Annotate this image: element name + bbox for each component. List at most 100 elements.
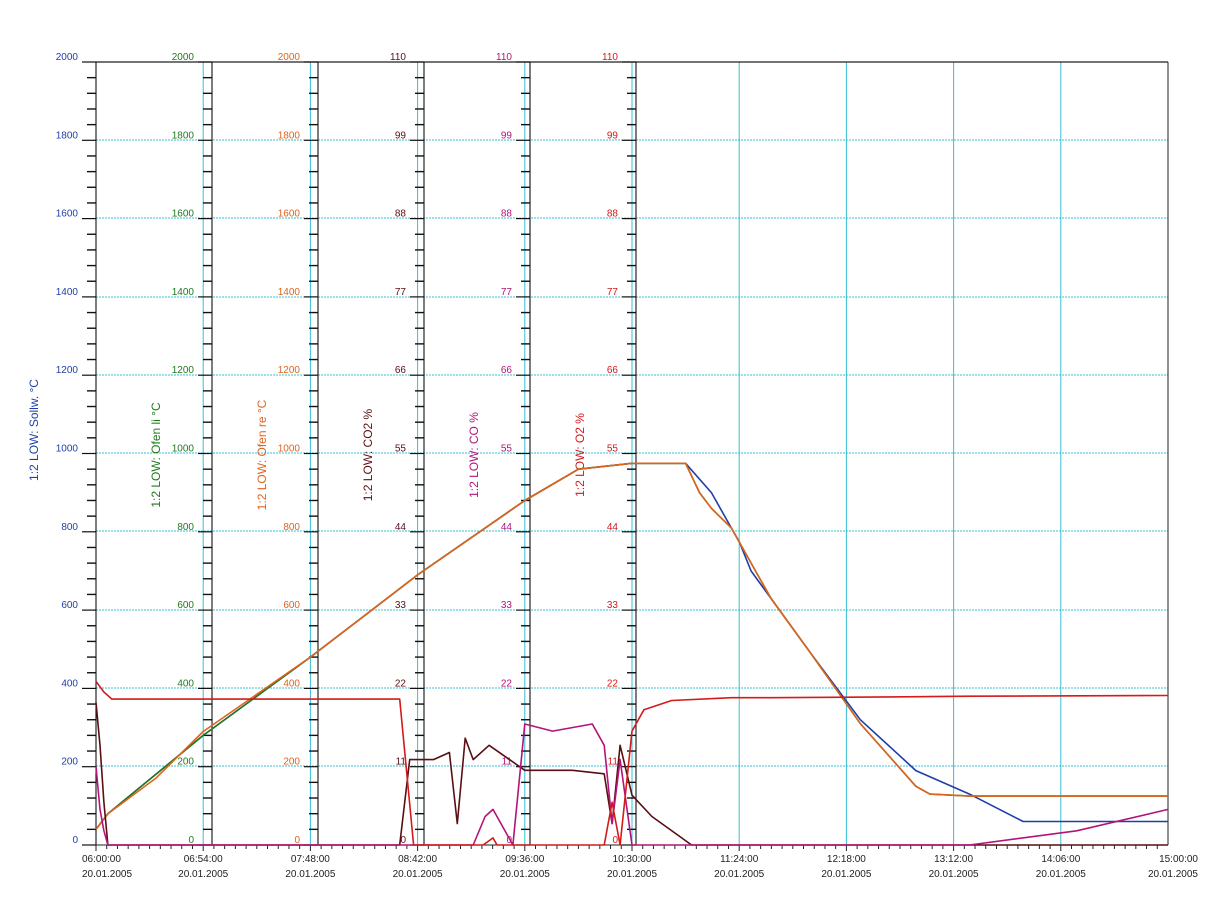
x-tick-date: 20.01.2005 [393, 869, 443, 880]
y-tick-label: 66 [607, 365, 619, 376]
x-tick: 07:48:00 20.01.2005 [285, 845, 408, 880]
y-tick-label: 44 [607, 522, 619, 533]
x-tick-time: 07:48:00 [291, 854, 330, 865]
y-axis-1: 20001800160014001200100080060040020001:2… [27, 52, 97, 846]
series-lines [95, 462, 1169, 846]
y-tick-label: 200 [283, 757, 300, 768]
x-tick-time: 09:36:00 [505, 854, 544, 865]
y-tick-label: 99 [607, 130, 619, 141]
y-tick-label: 2000 [56, 52, 79, 63]
y-tick-label: 1400 [172, 287, 195, 298]
y-tick-label: 22 [395, 678, 407, 689]
y-tick-label: 66 [395, 365, 407, 376]
y-tick-label: 1000 [172, 444, 195, 455]
x-tick-date: 20.01.2005 [1036, 869, 1086, 880]
y-tick-label: 110 [602, 52, 618, 63]
y-tick-label: 400 [61, 678, 78, 689]
y-tick-label: 800 [283, 522, 300, 533]
y-tick-label: 33 [501, 600, 513, 611]
y-axis-title: 1:2 LOW: Ofen li °C [149, 402, 163, 508]
y-tick-label: 55 [501, 444, 513, 455]
x-tick-date: 20.01.2005 [178, 869, 228, 880]
y-tick-label: 400 [283, 678, 300, 689]
x-tick: 11:24:00 20.01.2005 [714, 845, 837, 880]
y-tick-label: 22 [607, 678, 619, 689]
x-tick: 09:36:00 20.01.2005 [500, 845, 622, 880]
series-line-6 [95, 680, 1169, 846]
y-tick-label: 1800 [172, 130, 195, 141]
y-tick-label: 33 [395, 600, 407, 611]
y-tick-label: 2000 [172, 52, 195, 63]
x-tick-date: 20.01.2005 [82, 869, 132, 880]
series-line-5 [95, 723, 1169, 846]
y-tick-label: 1000 [278, 444, 301, 455]
x-tick: 10:30:00 20.01.2005 [607, 845, 729, 880]
y-tick-label: 55 [607, 444, 619, 455]
y-tick-label: 1200 [172, 365, 195, 376]
y-tick-label: 99 [395, 130, 407, 141]
y-tick-label: 800 [61, 522, 78, 533]
y-tick-label: 600 [177, 600, 194, 611]
y-tick-label: 110 [496, 52, 512, 63]
y-tick-label: 11 [608, 757, 619, 768]
x-tick-time: 10:30:00 [613, 854, 652, 865]
y-tick-label: 1000 [56, 444, 79, 455]
y-tick-label: 55 [395, 444, 407, 455]
y-tick-label: 0 [294, 835, 300, 846]
y-tick-label: 0 [400, 835, 406, 846]
x-tick-time: 12:18:00 [827, 854, 866, 865]
y-tick-label: 200 [61, 757, 78, 768]
x-tick-date: 20.01.2005 [1148, 869, 1198, 880]
y-tick-label: 11 [502, 757, 513, 768]
x-tick: 13:12:00 20.01.2005 [929, 845, 1051, 880]
x-tick-time: 11:24:00 [720, 854, 759, 865]
x-tick: 15:00:00 20.01.2005 [1148, 854, 1198, 880]
y-axis-title: 1:2 LOW: CO2 % [361, 408, 375, 501]
y-axis-2: 20001800160014001200100080060040020001:2… [149, 52, 213, 846]
x-tick: 14:06:00 20.01.2005 [1036, 845, 1158, 880]
x-tick-date: 20.01.2005 [285, 869, 335, 880]
y-axis-title: 1:2 LOW: CO % [467, 412, 481, 498]
series-line-3 [95, 462, 1168, 830]
y-tick-label: 22 [501, 678, 513, 689]
y-axis-title: 1:2 LOW: O2 % [573, 413, 587, 497]
x-tick: 06:00:00 20.01.2005 [82, 845, 193, 880]
x-tick: 08:42:00 20.01.2005 [393, 845, 515, 880]
y-axis-title: 1:2 LOW: Ofen re °C [255, 399, 269, 510]
y-tick-label: 1600 [172, 209, 195, 220]
y-tick-label: 66 [501, 365, 513, 376]
y-tick-label: 0 [72, 835, 78, 846]
y-tick-label: 88 [501, 209, 513, 220]
y-tick-label: 1800 [278, 130, 301, 141]
y-tick-label: 400 [177, 678, 194, 689]
y-tick-label: 1200 [278, 365, 301, 376]
y-tick-label: 77 [501, 287, 513, 298]
x-tick-time: 06:00:00 [82, 854, 121, 865]
x-tick-date: 20.01.2005 [607, 869, 657, 880]
x-tick: 06:54:00 20.01.2005 [178, 845, 301, 880]
y-tick-label: 600 [61, 600, 78, 611]
y-tick-label: 0 [612, 835, 618, 846]
y-tick-label: 88 [607, 209, 619, 220]
y-tick-label: 1600 [56, 209, 79, 220]
x-tick-time: 06:54:00 [184, 854, 223, 865]
y-tick-label: 0 [506, 835, 512, 846]
x-tick-time: 14:06:00 [1041, 854, 1080, 865]
x-tick-time: 15:00:00 [1159, 854, 1198, 865]
y-tick-label: 77 [395, 287, 407, 298]
y-tick-label: 1200 [56, 365, 79, 376]
y-tick-label: 600 [283, 600, 300, 611]
x-tick-date: 20.01.2005 [929, 869, 979, 880]
y-axis-3: 20001800160014001200100080060040020001:2… [255, 52, 319, 846]
y-tick-label: 200 [177, 757, 194, 768]
y-tick-label: 88 [395, 209, 407, 220]
y-tick-label: 800 [177, 522, 194, 533]
y-axis-title: 1:2 LOW: Sollw. °C [27, 379, 41, 481]
y-axes: 20001800160014001200100080060040020001:2… [27, 52, 637, 846]
y-tick-label: 2000 [278, 52, 301, 63]
y-tick-label: 77 [607, 287, 619, 298]
